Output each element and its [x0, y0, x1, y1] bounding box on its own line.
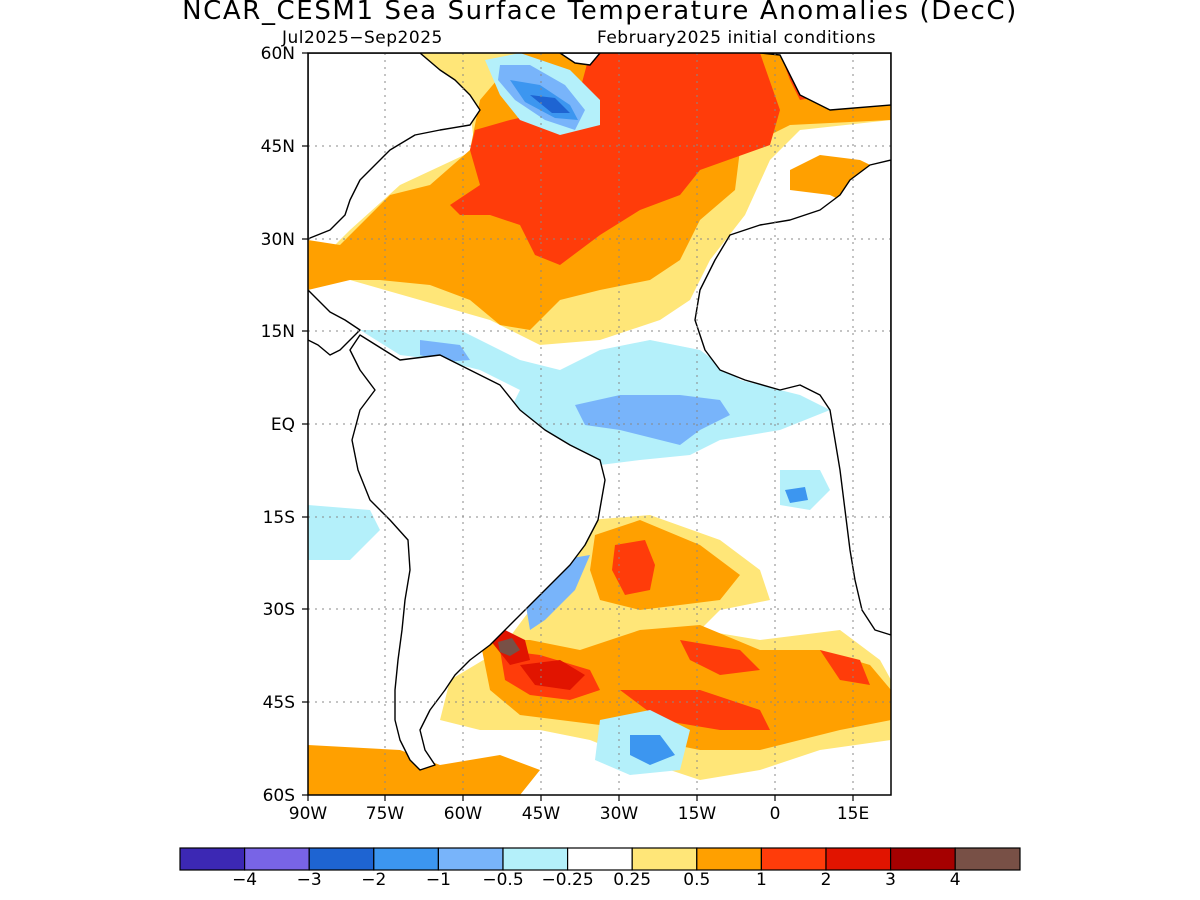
colorbar-label: −4: [232, 870, 258, 890]
labrador-cold: [485, 53, 600, 135]
colorbar-swatch-2: [308, 847, 375, 871]
europe-land: [759, 53, 891, 111]
colorbar-swatch-5: [502, 847, 569, 871]
lat-label-60s: 60S: [262, 786, 295, 806]
greenland-tip-land: [559, 53, 601, 66]
anomaly-red-north: [450, 53, 780, 265]
south-america-land: [349, 334, 606, 771]
colorbar-label: −2: [361, 870, 387, 890]
anomaly-blue-equator: [575, 395, 730, 445]
forecast-period: Jul2025−Sep2025: [282, 28, 443, 48]
anomaly-darkred-confluence: [520, 660, 585, 690]
lat-label-eq: EQ: [270, 415, 295, 435]
lon-label-45w: 45W: [521, 804, 561, 824]
south-atlantic-anomalies: [308, 515, 891, 795]
lat-label-30s: 30S: [262, 600, 295, 620]
colorbar-label: 3: [885, 870, 897, 890]
colorbar-swatch-11: [889, 847, 956, 871]
lat-label-15n: 15N: [260, 322, 295, 342]
colorbar-label: −3: [296, 870, 322, 890]
colorbar: [179, 847, 1021, 871]
map-panel: [308, 53, 891, 795]
anomaly-cool-equator: [360, 330, 830, 465]
lon-label-75w: 75W: [365, 804, 405, 824]
lon-label-0: 0: [769, 804, 781, 824]
grid-lines: [308, 53, 891, 795]
lon-label-15w: 15W: [677, 804, 717, 824]
anomaly-blue-brazil-current: [525, 555, 590, 630]
anomaly-red-east: [680, 640, 760, 675]
lon-label-30w: 30W: [599, 804, 639, 824]
colorbar-swatch-9: [760, 847, 827, 871]
colorbar-swatch-10: [825, 847, 892, 871]
colorbar-label: 1: [755, 870, 767, 890]
anomaly-red-east2: [820, 650, 870, 685]
colorbar-swatch-8: [696, 847, 762, 871]
tropical-cool: [308, 330, 830, 560]
anomaly-deepblue-labrador: [530, 95, 570, 113]
lat-label-30n: 30N: [260, 230, 295, 250]
colorbar-swatch-3: [373, 847, 439, 871]
colorbar-label: 4: [949, 870, 961, 890]
lon-label-60w: 60W: [443, 804, 483, 824]
anomaly-blue-southeast: [785, 487, 808, 503]
anomaly-brown-max: [498, 638, 520, 656]
colorbar-swatch-4: [437, 847, 504, 871]
anomaly-orange-southwest: [308, 745, 540, 795]
lon-label-15e: 15E: [836, 804, 870, 824]
anomaly-blue-south-cells: [630, 735, 675, 765]
anomaly-red-south-center: [612, 540, 655, 595]
central-america-land: [308, 289, 361, 356]
lat-label-45s: 45S: [262, 693, 295, 713]
colorbar-label: 0.5: [683, 870, 711, 890]
colorbar-swatch-12: [954, 847, 1021, 871]
colorbar-label: 0.25: [613, 870, 652, 890]
lat-label-60n: 60N: [260, 44, 295, 64]
colorbar-label: −0.5: [482, 870, 524, 890]
colorbar-swatch-6: [566, 847, 633, 871]
chart-title: NCAR_CESM1 Sea Surface Temperature Anoma…: [182, 0, 1018, 26]
colorbar-label: −1: [425, 870, 451, 890]
colorbar-label: −0.25: [541, 870, 594, 890]
lon-label-90w: 90W: [288, 804, 328, 824]
africa-land: [694, 159, 891, 636]
colorbar-swatch-0: [179, 847, 246, 871]
anomaly-red-south-band: [620, 690, 770, 730]
anomaly-orange-confluence: [480, 625, 891, 750]
anomaly-cool-pacific: [308, 505, 380, 560]
colorbar-swatch-7: [631, 847, 698, 871]
lat-label-45n: 45N: [260, 137, 295, 157]
initial-conditions: February2025 initial conditions: [597, 28, 877, 48]
colorbar-swatch-1: [244, 847, 310, 871]
lat-label-15s: 15S: [262, 508, 295, 528]
tick-marks: [302, 52, 854, 801]
colorbar-label: 2: [820, 870, 832, 890]
